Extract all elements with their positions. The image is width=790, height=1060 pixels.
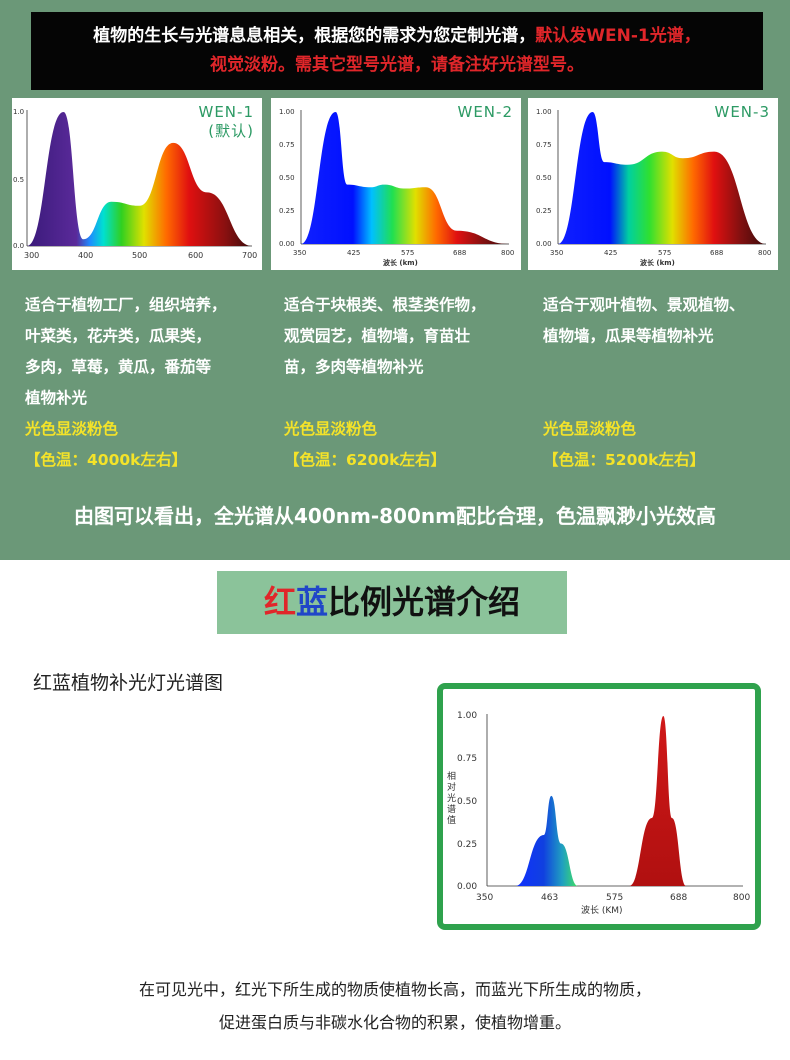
spectrum-card-wen1: 1.0 0.5 0.0 300 400 500 600 700 WEN-1 (默… xyxy=(12,98,262,270)
x-tick: 600 xyxy=(188,251,203,260)
x-tick: 425 xyxy=(347,249,360,257)
banner-highlight-2: 视觉淡粉。需其它型号光谱，请备注好光谱型号。 xyxy=(210,55,584,75)
y-tick: 1.00 xyxy=(457,711,477,721)
spectrum-label: WEN-3 xyxy=(714,103,770,121)
y-tick: 0.25 xyxy=(536,207,552,215)
description-line: 观赏园艺，植物墙，育苗壮 xyxy=(284,327,471,345)
y-tick: 0.50 xyxy=(279,174,295,182)
description-line: 植物补光 xyxy=(25,389,88,407)
spectrum-card-wen2: 1.00 0.75 0.50 0.25 0.00 350 425 575 688… xyxy=(271,98,521,270)
spectrum-label: WEN-1 (默认) xyxy=(199,103,255,141)
spectrum-label: WEN-2 xyxy=(457,103,513,121)
light-color-text: 光色显淡粉色 xyxy=(543,420,637,438)
title-blue: 蓝 xyxy=(295,583,328,621)
spacer xyxy=(543,352,783,414)
x-tick: 575 xyxy=(658,249,671,257)
red-blue-spectrum: 1.00 0.75 0.50 0.25 0.00 350 463 575 688… xyxy=(447,711,750,916)
description-line: 叶菜类，花卉类，瓜果类， xyxy=(25,327,212,345)
spectrum-panel: 植物的生长与光谱息息相关，根据您的需求为您定制光谱，默认发WEN-1光谱， 视觉… xyxy=(0,0,790,560)
x-axis-label: 波长 (km) xyxy=(383,258,418,267)
description-line: 适合于块根类、根茎类作物， xyxy=(284,296,486,314)
description-line: 植物墙，瓜果等植物补光 xyxy=(543,327,714,345)
x-tick: 350 xyxy=(293,249,306,257)
description-line: 适合于观叶植物、景观植物、 xyxy=(543,296,745,314)
description-wen1: 适合于植物工厂，组织培养， 叶菜类，花卉类，瓜果类， 多肉，草莓，黄瓜，番茄等 … xyxy=(25,290,265,476)
x-tick: 688 xyxy=(670,893,687,903)
footer-line-2: 促进蛋白质与非碳水化合物的积累，使植物增重。 xyxy=(218,1013,571,1032)
x-tick: 463 xyxy=(541,893,558,903)
x-tick: 350 xyxy=(550,249,563,257)
x-tick: 300 xyxy=(24,251,39,260)
spectrum-card-wen3: 1.00 0.75 0.50 0.25 0.00 350 425 575 688… xyxy=(528,98,778,270)
description-line: 多肉，草莓，黄瓜，番茄等 xyxy=(25,358,212,376)
y-tick: 1.00 xyxy=(279,108,295,116)
summary-text: 由图可以看出，全光谱从400nm-800nm配比合理，色温飘渺小光效高 xyxy=(74,504,716,528)
y-tick: 0.00 xyxy=(536,240,552,248)
x-axis-label: 波长 (km) xyxy=(640,258,675,267)
x-axis-label: 波长 (KM) xyxy=(581,904,623,916)
spectrum-sub: (默认) xyxy=(208,122,254,140)
title-rest: 比例光谱介绍 xyxy=(328,583,521,621)
y-tick: 1.0 xyxy=(13,108,24,116)
section-title: 红蓝比例光谱介绍 xyxy=(217,571,567,634)
y-tick: 1.00 xyxy=(536,108,552,116)
y-tick: 0.75 xyxy=(457,754,477,764)
x-tick: 500 xyxy=(132,251,147,260)
spectrum-chart-wen1: 1.0 0.5 0.0 300 400 500 600 700 xyxy=(13,108,257,260)
x-tick: 575 xyxy=(401,249,414,257)
banner-highlight: 默认发WEN-1光谱， xyxy=(535,26,701,46)
footer-line-1: 在可见光中，红光下所生成的物质使植物长高，而蓝光下所生成的物质， xyxy=(138,980,651,999)
x-tick: 688 xyxy=(710,249,723,257)
banner-text: 植物的生长与光谱息息相关，根据您的需求为您定制光谱， xyxy=(93,26,536,46)
y-tick: 0.50 xyxy=(536,174,552,182)
color-temp-text: 【色温：4000k左右】 xyxy=(25,451,187,469)
color-temp-text: 【色温：6200k左右】 xyxy=(284,451,446,469)
y-tick: 0.75 xyxy=(279,141,295,149)
x-tick: 688 xyxy=(453,249,466,257)
x-tick: 700 xyxy=(242,251,257,260)
x-tick: 800 xyxy=(733,893,750,903)
description-wen3: 适合于观叶植物、景观植物、 植物墙，瓜果等植物补光 光色显淡粉色 【色温：520… xyxy=(543,290,783,476)
description-wen2: 适合于块根类、根茎类作物， 观赏园艺，植物墙，育苗壮 苗，多肉等植物补光 光色显… xyxy=(284,290,524,476)
description-line: 适合于植物工厂，组织培养， xyxy=(25,296,227,314)
light-color-text: 光色显淡粉色 xyxy=(284,420,378,438)
spacer xyxy=(284,383,524,414)
y-tick: 0.0 xyxy=(13,242,24,250)
y-tick: 0.25 xyxy=(279,207,295,215)
spectrum-chart-wen3: 1.00 0.75 0.50 0.25 0.00 350 425 575 688… xyxy=(536,108,771,267)
description-line: 苗，多肉等植物补光 xyxy=(284,358,424,376)
footer-text: 在可见光中，红光下所生成的物质使植物长高，而蓝光下所生成的物质， 促进蛋白质与非… xyxy=(0,973,790,1039)
spectrum-chart-wen2: 1.00 0.75 0.50 0.25 0.00 350 425 575 688… xyxy=(279,108,514,267)
x-tick: 800 xyxy=(501,249,514,257)
y-tick: 0.5 xyxy=(13,176,24,184)
y-tick: 0.00 xyxy=(279,240,295,248)
color-temp-text: 【色温：5200k左右】 xyxy=(543,451,705,469)
x-tick: 400 xyxy=(78,251,93,260)
y-tick: 0.00 xyxy=(457,882,477,892)
notice-banner: 植物的生长与光谱息息相关，根据您的需求为您定制光谱，默认发WEN-1光谱， 视觉… xyxy=(31,12,763,90)
red-blue-chart: 1.00 0.75 0.50 0.25 0.00 350 463 575 688… xyxy=(437,683,761,930)
x-tick: 575 xyxy=(606,893,623,903)
x-tick: 425 xyxy=(604,249,617,257)
y-axis-label: 相对光谱值 xyxy=(447,770,456,826)
title-red: 红 xyxy=(263,583,296,621)
x-tick: 800 xyxy=(758,249,771,257)
spectrum-name: WEN-1 xyxy=(198,103,254,121)
y-tick: 0.25 xyxy=(457,840,477,850)
y-tick: 0.75 xyxy=(536,141,552,149)
x-tick: 350 xyxy=(476,893,493,903)
chart-subheading: 红蓝植物补光灯光谱图 xyxy=(33,672,224,694)
y-tick: 0.50 xyxy=(457,797,477,807)
light-color-text: 光色显淡粉色 xyxy=(25,420,119,438)
